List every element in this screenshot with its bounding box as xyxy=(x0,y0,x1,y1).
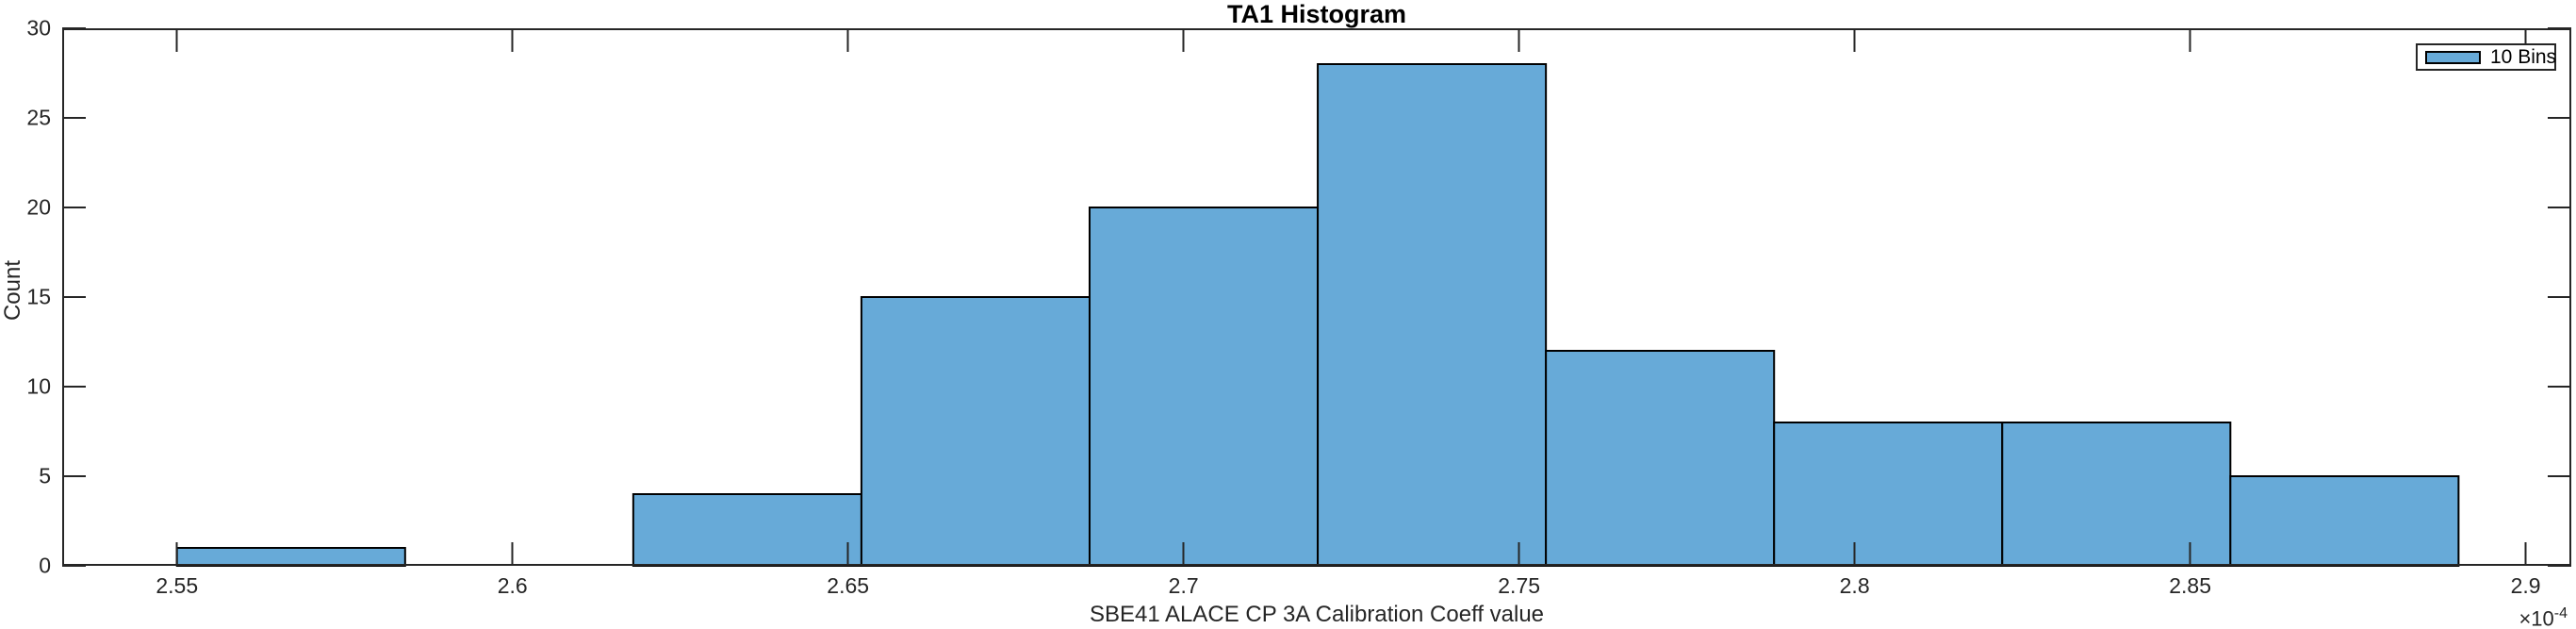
histogram-bar xyxy=(1545,350,1776,567)
y-tick-label: 15 xyxy=(26,284,51,309)
x-axis-exponent-label: ×10-4 xyxy=(2519,605,2568,629)
x-tick-label: 2.55 xyxy=(156,573,199,598)
y-axis-label: Count xyxy=(0,259,25,322)
histogram-plot xyxy=(62,27,2571,567)
exponent-base: ×10 xyxy=(2519,606,2554,629)
x-tick-label: 2.8 xyxy=(1839,573,1870,598)
x-tick-label: 2.9 xyxy=(2510,573,2541,598)
histogram-bar xyxy=(1089,207,1320,567)
y-tick-label: 25 xyxy=(26,105,51,130)
y-tick-label: 20 xyxy=(26,194,51,220)
x-tick-label: 2.85 xyxy=(2169,573,2211,598)
x-tick-label: 2.7 xyxy=(1168,573,1199,598)
plot-area: SBE41 ALACE CP 3A Calibration Coeff valu… xyxy=(26,16,2571,629)
exponent-value: -4 xyxy=(2553,605,2568,621)
histogram-bar xyxy=(2229,475,2460,567)
y-tick-label: 10 xyxy=(26,373,51,399)
legend-box: 10 Bins xyxy=(2416,43,2556,71)
y-tick-label: 0 xyxy=(39,553,51,578)
x-tick-label: 2.65 xyxy=(827,573,870,598)
y-tick-label: 30 xyxy=(26,15,51,41)
x-tick-label: 2.75 xyxy=(1498,573,1541,598)
histogram-bar xyxy=(1773,422,2004,567)
histogram-bar xyxy=(175,547,406,567)
y-tick-label: 5 xyxy=(39,463,51,488)
histogram-bar xyxy=(2001,422,2232,567)
chart-title: TA1 Histogram xyxy=(1226,0,1407,28)
x-axis-label: SBE41 ALACE CP 3A Calibration Coeff valu… xyxy=(1089,602,1545,627)
legend-swatch xyxy=(2425,50,2481,64)
legend-entry-label: 10 Bins xyxy=(2490,45,2557,68)
histogram-bar xyxy=(860,296,1091,567)
histogram-bar xyxy=(1317,63,1548,567)
histogram-bar xyxy=(632,493,862,567)
x-tick-label: 2.6 xyxy=(497,573,528,598)
